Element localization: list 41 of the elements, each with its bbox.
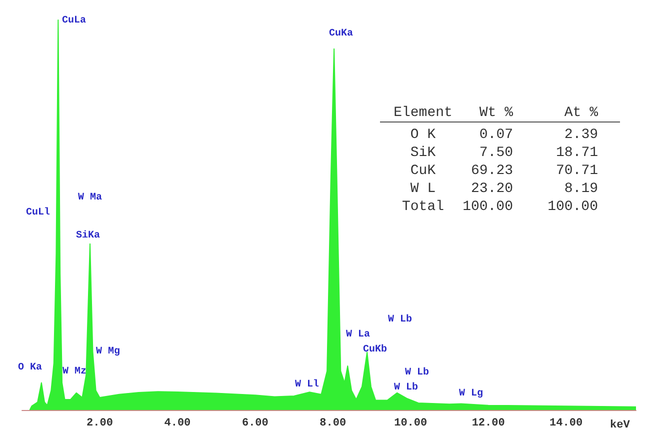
annotation: CuKa <box>328 28 354 40</box>
annotation: 100.00 <box>548 199 598 215</box>
annotation: 23.20 <box>470 181 513 197</box>
annotation: W Lb <box>394 382 418 394</box>
annotation: 69.23 <box>470 163 513 179</box>
annotation: Element <box>394 105 452 121</box>
annotation: W Ma <box>78 192 102 204</box>
x-axis-title: keV <box>610 420 630 432</box>
annotation: SiK <box>410 145 436 161</box>
annotation: W L <box>410 181 436 197</box>
x-tick-label: 10.00 <box>394 418 428 430</box>
annotation: W Lg <box>458 388 484 400</box>
annotation: SiKa <box>76 230 100 242</box>
annotation: W Lb <box>388 314 412 326</box>
annotation: Total <box>402 199 444 215</box>
annotation: O K <box>410 127 436 143</box>
annotation: 7.50 <box>479 145 513 161</box>
annotation: Wt % <box>479 105 514 121</box>
annotation: W Ll <box>294 378 320 390</box>
annotation: 100.00 <box>462 199 513 215</box>
x-tick-label: 8.00 <box>320 418 346 430</box>
annotation: 70.71 <box>556 163 598 179</box>
annotation: CuLa <box>62 16 86 26</box>
x-tick-label: 6.00 <box>242 418 268 430</box>
x-tick-label: 14.00 <box>550 418 583 430</box>
annotation: O Ka <box>18 362 42 374</box>
annotation: W La <box>346 330 370 340</box>
annotation: 2.39 <box>564 127 598 143</box>
annotation: CuK <box>410 163 436 179</box>
x-tick-label: 4.00 <box>164 418 191 430</box>
annotation: W Mg <box>96 346 120 358</box>
x-tick-label: 2.00 <box>86 418 113 430</box>
annotation: 0.07 <box>479 127 513 143</box>
annotation: 8.19 <box>564 181 598 197</box>
annotation: W Mz <box>62 366 87 378</box>
annotation: CuKb <box>362 344 388 356</box>
annotation: 18.71 <box>556 145 598 161</box>
annotation: At % <box>564 105 599 121</box>
annotation: CuLl <box>26 206 50 218</box>
x-tick-label: 12.00 <box>472 418 505 430</box>
annotation: W Lb <box>404 366 430 378</box>
